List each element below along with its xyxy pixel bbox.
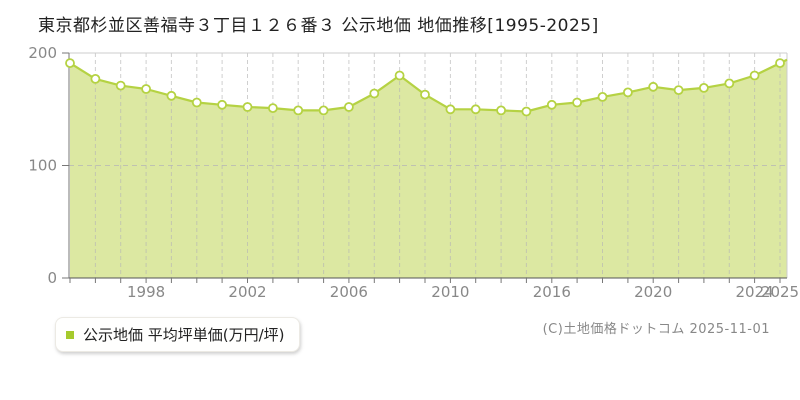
data-point[interactable]: [394, 70, 405, 81]
x-tick-label: 2002: [228, 283, 266, 301]
y-tick-label: 100: [28, 157, 57, 175]
data-point[interactable]: [293, 105, 304, 116]
y-tick-labels: 0 100 200: [28, 44, 57, 287]
x-tick-label: 1998: [127, 283, 165, 301]
data-points[interactable]: [65, 58, 785, 117]
data-point[interactable]: [724, 78, 735, 89]
y-tick-label: 200: [28, 44, 57, 62]
data-point[interactable]: [648, 81, 659, 92]
data-point[interactable]: [166, 90, 177, 101]
x-tick-label: 2016: [533, 283, 571, 301]
data-point[interactable]: [217, 99, 228, 110]
data-point[interactable]: [623, 87, 633, 98]
data-point[interactable]: [65, 58, 75, 68]
data-point[interactable]: [470, 104, 481, 115]
series-marker-icon: [66, 330, 74, 339]
data-point[interactable]: [90, 74, 101, 84]
legend-label: 公示地価 平均坪単価(万円/坪): [83, 326, 285, 344]
data-point[interactable]: [242, 102, 253, 112]
data-point[interactable]: [141, 84, 152, 94]
data-point[interactable]: [546, 99, 557, 110]
data-point[interactable]: [673, 85, 684, 95]
copyright-text: (C)土地価格ドットコム 2025-11-01: [542, 322, 770, 337]
data-point[interactable]: [267, 103, 278, 113]
x-tick-label: 2010: [431, 283, 469, 301]
data-point[interactable]: [496, 105, 507, 116]
data-point[interactable]: [597, 92, 608, 102]
data-point[interactable]: [115, 80, 126, 91]
data-point[interactable]: [191, 97, 202, 108]
y-tick-label: 0: [47, 269, 57, 287]
data-point[interactable]: [369, 88, 380, 99]
data-point[interactable]: [699, 83, 709, 93]
data-point[interactable]: [445, 104, 456, 115]
x-tick-label: 2024: [736, 283, 774, 301]
axes: [62, 52, 787, 283]
data-point[interactable]: [572, 97, 582, 108]
x-tick-label: 2020: [634, 283, 672, 301]
data-point[interactable]: [420, 89, 430, 100]
x-tick-label: 2025: [761, 283, 799, 301]
legend: 公示地価 平均坪単価(万円/坪): [55, 317, 300, 352]
plot-border: [69, 52, 788, 278]
page-title: 東京都杉並区善福寺３丁目１２６番３ 公示地価 地価推移[1995-2025]: [38, 16, 599, 36]
data-point[interactable]: [343, 102, 354, 112]
data-point[interactable]: [775, 58, 785, 68]
data-point[interactable]: [318, 105, 329, 116]
area-fill: [70, 59, 787, 279]
data-point[interactable]: [749, 70, 760, 81]
x-tick-label: 2006: [330, 283, 368, 301]
data-point[interactable]: [521, 106, 532, 117]
